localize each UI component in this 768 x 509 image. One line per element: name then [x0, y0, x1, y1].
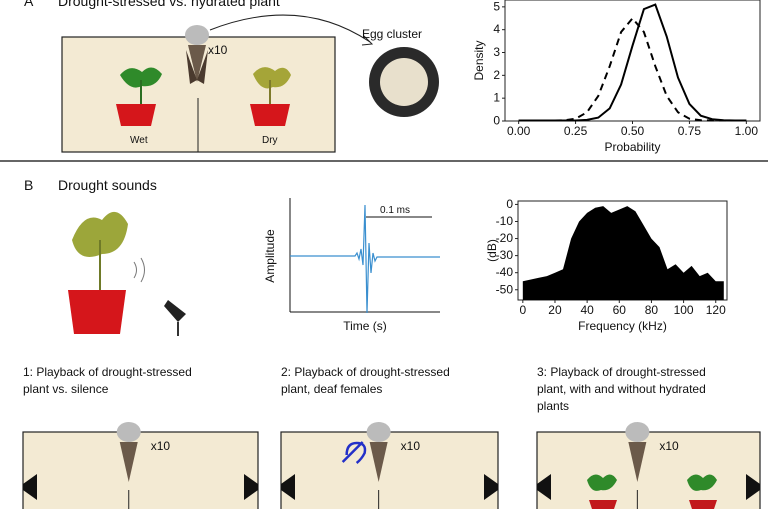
experiment-title: 1: Playback of drought-stressed	[23, 365, 192, 379]
count: x10	[208, 43, 228, 57]
scale-label: 0.1 ms	[380, 205, 410, 216]
x-axis-label: Frequency (kHz)	[578, 319, 667, 333]
moth-head	[116, 422, 141, 442]
moth	[185, 25, 209, 84]
count: x10	[151, 439, 171, 453]
x-tick-label: 0.00	[507, 124, 531, 138]
arrow	[209, 14, 371, 43]
speaker-right	[746, 474, 760, 500]
speaker-right	[484, 474, 498, 500]
y-tick-label: 2	[493, 68, 500, 82]
y-axis-label: (dB)	[485, 239, 499, 262]
moth-body	[119, 442, 138, 482]
moth-body	[628, 442, 647, 482]
spectrum-chart: 0 20 40 60 80 100 120 0 -10 -20 -30 -40 -50 Frequency…	[485, 197, 728, 333]
x-tick-label: 100	[674, 303, 694, 317]
plant-dry	[250, 67, 291, 126]
x-tick-label: 80	[645, 303, 659, 317]
x-tick-label: 1.00	[735, 124, 759, 138]
x-tick-label: 20	[548, 303, 562, 317]
y-tick-label: -30	[496, 248, 514, 262]
waveform	[289, 198, 440, 314]
panel-title: Drought-stressed vs. hydrated plant	[58, 0, 280, 9]
experiment-title: plants	[537, 399, 569, 413]
y-tick-label: -20	[496, 231, 514, 245]
speaker-left	[537, 474, 551, 500]
y-tick-label: 1	[493, 91, 500, 105]
count: x10	[659, 439, 679, 453]
y-tick-label: -10	[496, 214, 514, 228]
speaker-right	[244, 474, 258, 500]
spectrum-area	[522, 206, 724, 300]
arena	[280, 431, 499, 509]
panel-label: A	[24, 0, 34, 9]
arena	[536, 431, 761, 509]
egg-cluster	[380, 58, 428, 106]
y-tick-label: 4	[493, 22, 500, 36]
y-tick-label: -40	[496, 265, 514, 279]
count: x10	[401, 439, 421, 453]
density-curve	[518, 16, 747, 122]
arena	[22, 431, 259, 509]
experiment-title: plant, deaf females	[281, 382, 382, 396]
y-tick-label: 0	[506, 197, 513, 211]
x-tick-label: 40	[580, 303, 594, 317]
x-tick-label: 0	[519, 303, 526, 317]
y-tick-label: -50	[496, 282, 514, 296]
dry-label: Dry	[262, 135, 278, 146]
speaker-left	[23, 474, 37, 500]
experiments: 1: Playback of drought-stressed plant vs.…	[22, 365, 761, 509]
x-tick-label: 0.75	[678, 124, 702, 138]
experiment-title: plant, with and without hydrated	[537, 382, 706, 396]
panel-label: B	[24, 177, 33, 193]
y-tick-label: 0	[493, 114, 500, 128]
microphone	[164, 300, 186, 336]
experiment-title: 2: Playback of drought-stressed	[281, 365, 450, 379]
wet-label: Wet	[130, 135, 148, 146]
plant-wet	[116, 67, 162, 126]
experiment-title: plant vs. silence	[23, 382, 109, 396]
pot	[689, 500, 717, 509]
y-tick-label: 5	[493, 0, 500, 13]
x-tick-label: 0.25	[564, 124, 588, 138]
pot	[589, 500, 617, 509]
plant	[687, 474, 717, 491]
experiment-title: 3: Playback of drought-stressed	[537, 365, 706, 379]
y-axis-label: Density	[472, 40, 486, 80]
moth-head	[366, 422, 391, 442]
deaf-icon	[341, 441, 367, 464]
plant	[587, 474, 617, 491]
x-axis-label: Probability	[604, 140, 660, 154]
moth-head	[625, 422, 650, 442]
x-tick-label: 0.50	[621, 124, 645, 138]
panel-title: Drought sounds	[58, 177, 157, 193]
arrow-head	[361, 35, 374, 46]
speaker-left	[281, 474, 295, 500]
egg-label: Egg cluster	[362, 27, 422, 41]
plot-frame	[504, 0, 761, 122]
wave-ylabel: Amplitude	[263, 229, 277, 283]
x-tick-label: 60	[613, 303, 627, 317]
y-tick-label: 3	[493, 45, 500, 59]
moth-body	[369, 442, 388, 482]
density-chart: 0.00 0.25 0.50 0.75 1.00 0 1 2 3 4 5 Probability Den…	[472, 0, 761, 154]
wave-xlabel: Time (s)	[343, 319, 387, 333]
x-tick-label: 120	[706, 303, 726, 317]
density-curve	[518, 3, 747, 122]
plant-drought	[68, 211, 145, 334]
